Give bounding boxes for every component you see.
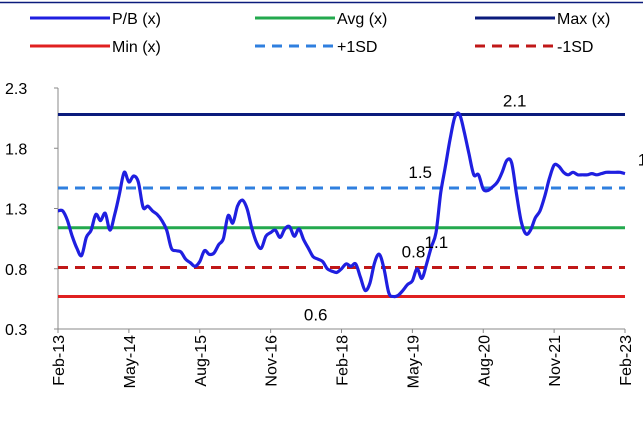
legend: P/B (x) Avg (x) Max (x) Min (x) +1SD -1SD xyxy=(30,11,610,56)
y-tick-label: 0.8 xyxy=(5,262,27,279)
legend-label-min-x: Min (x) xyxy=(112,39,161,56)
data-labels: 2.1 1.5 1.10.8 0.6 1. xyxy=(304,92,643,325)
x-tick-label: Nov-16 xyxy=(264,335,281,387)
y-tick-label: 0.3 xyxy=(5,322,27,339)
legend-label-1sd: +1SD xyxy=(337,39,377,56)
legend-label-avg-x: Avg (x) xyxy=(337,11,387,28)
x-tick-label: Feb-13 xyxy=(51,335,68,386)
legend-label-p-b-x: P/B (x) xyxy=(112,11,161,28)
y-tick-label: 2.3 xyxy=(5,81,27,98)
legend-label-max-x: Max (x) xyxy=(557,11,610,28)
x-tick-label: Nov-21 xyxy=(547,335,564,387)
data-label: 2.1 xyxy=(503,92,527,111)
data-label: 1.5 xyxy=(408,163,432,182)
x-tick-label: May-14 xyxy=(122,335,139,388)
plot-area xyxy=(57,111,626,299)
data-label: 0.6 xyxy=(304,305,328,324)
x-axis: Feb-13 May-14 Aug-15 Nov-16 Feb-18 May-19 Aug-… xyxy=(51,328,635,388)
y-tick-label: 1.3 xyxy=(5,202,27,219)
y-axis: 0.3 0.8 1.3 1.8 2.3 xyxy=(5,81,59,339)
data-label: 0.8 xyxy=(402,243,426,262)
x-tick-label: Feb-23 xyxy=(618,335,635,386)
pb-line xyxy=(57,111,626,299)
data-label: 1.1 xyxy=(425,233,449,252)
y-tick-label: 1.8 xyxy=(5,141,27,158)
legend-label-1sd: -1SD xyxy=(557,39,593,56)
data-label: 1. xyxy=(638,151,643,170)
x-tick-label: Feb-18 xyxy=(335,335,352,386)
x-tick-label: Aug-20 xyxy=(476,335,493,387)
x-tick-label: Aug-15 xyxy=(193,335,210,387)
x-tick-label: May-19 xyxy=(405,335,422,388)
